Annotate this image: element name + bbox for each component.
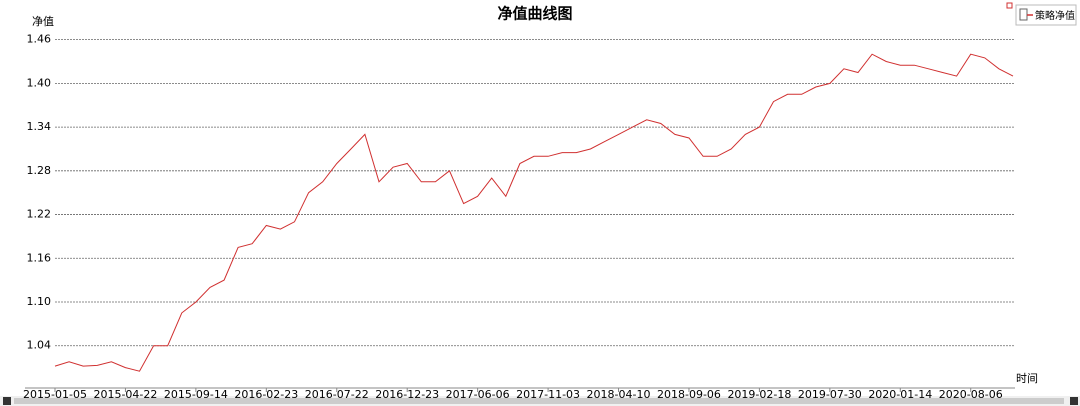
y-axis-label: 净值	[32, 14, 54, 28]
y-tick-label: 1.16	[27, 251, 52, 264]
y-tick-label: 1.46	[27, 33, 52, 46]
x-tick-label: 2018-04-10	[587, 388, 651, 401]
x-tick-label: 2015-04-22	[93, 388, 157, 401]
y-tick-label: 1.22	[27, 208, 52, 221]
x-tick-label: 2016-12-23	[375, 388, 439, 401]
chart-title: 净值曲线图	[497, 5, 572, 23]
legend-box	[1015, 4, 1077, 26]
x-tick-label: 2017-11-03	[516, 388, 580, 401]
x-tick-label: 2018-09-06	[657, 388, 721, 401]
y-tick-label: 1.40	[27, 76, 52, 89]
x-tick-label: 2019-02-18	[727, 388, 791, 401]
x-tick-label: 2016-07-22	[305, 388, 369, 401]
x-tick-label: 2019-07-30	[798, 388, 862, 401]
scroll-thumb[interactable]	[14, 398, 1064, 404]
x-tick-label: 2020-08-06	[939, 388, 1003, 401]
x-tick-label: 2016-02-23	[234, 388, 298, 401]
line-series	[54, 53, 1014, 372]
y-tick-label: 1.10	[27, 295, 52, 308]
x-tick-label: 2017-06-06	[446, 388, 510, 401]
scroll-left[interactable]	[3, 397, 11, 405]
y-tick-label: 1.28	[27, 164, 52, 177]
x-tick-label: 2020-01-14	[868, 388, 932, 401]
x-tick-label: 2015-09-14	[164, 388, 228, 401]
y-tick-label: 1.04	[27, 339, 52, 352]
x-tick-label: 2015-01-05	[23, 388, 87, 401]
y-tick-label: 1.34	[27, 120, 52, 133]
scroll-right[interactable]	[1070, 397, 1078, 405]
legend-label: 策略净值	[1035, 9, 1075, 22]
marker-icon	[1006, 2, 1013, 9]
x-axis-label: 时间	[1016, 372, 1038, 385]
